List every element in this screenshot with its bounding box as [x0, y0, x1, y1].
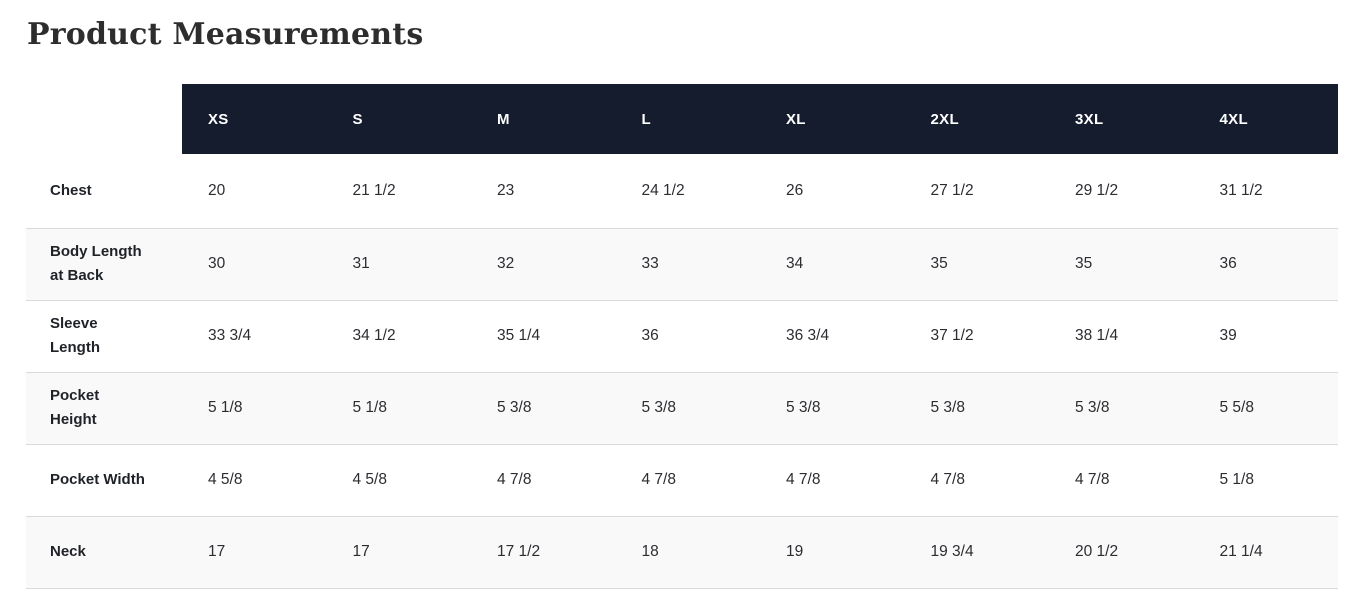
size-chart-body: Chest 20 21 1/2 23 24 1/2 26 27 1/2 29 1…: [26, 154, 1338, 588]
measurement-cell: 4 7/8: [1075, 471, 1110, 488]
measurement-cell: 36 3/4: [786, 327, 830, 344]
measurement-cell: 21 1/2: [352, 181, 396, 199]
measurement-cell: 19: [786, 543, 804, 560]
measurement-cell: 17: [352, 543, 370, 560]
measurement-cell: 5 1/8: [208, 399, 243, 416]
measurement-cell: 4 5/8: [208, 471, 243, 488]
size-chart-table: XS S M L XL 2XL 3XL 4XL Chest 20 21 1/2 …: [26, 84, 1338, 589]
measurement-cell: 4 7/8: [497, 471, 532, 488]
measurement-cell: 4 7/8: [641, 471, 676, 488]
measurement-cell: 31 1/2: [1219, 181, 1263, 199]
size-column-header-2xl: 2XL: [904, 84, 1049, 154]
measurement-cell: 5 3/8: [497, 399, 532, 416]
measurement-cell: 4 5/8: [352, 471, 387, 488]
measurement-cell: 33 3/4: [208, 327, 252, 344]
measurement-cell: 5 3/8: [786, 399, 821, 416]
measurement-cell: 34 1/2: [352, 327, 396, 344]
measurement-cell: 32: [497, 255, 515, 272]
size-column-header-xl: XL: [760, 84, 905, 154]
row-label: Pocket Height: [50, 387, 100, 428]
row-label: Sleeve Length: [50, 315, 100, 356]
size-header-row: XS S M L XL 2XL 3XL 4XL: [26, 84, 1338, 154]
measurement-cell: 5 3/8: [1075, 399, 1110, 416]
measurement-cell: 37 1/2: [930, 327, 974, 344]
row-label: Body Length at Back: [50, 243, 142, 284]
measurement-cell: 5 1/8: [352, 399, 387, 416]
table-row-neck: Neck 17 17 17 1/2 18 19 19 3/4 20 1/2 21…: [26, 516, 1338, 588]
measurement-cell: 23: [497, 181, 515, 199]
measurement-cell: 36: [641, 327, 659, 344]
measurement-cell: 21 1/4: [1219, 543, 1263, 560]
page-title: Product Measurements: [27, 17, 424, 52]
size-column-header-3xl: 3XL: [1049, 84, 1194, 154]
measurement-cell: 17: [208, 543, 226, 560]
measurement-cell: 35 1/4: [497, 327, 541, 344]
table-row-sleeve-length: Sleeve Length 33 3/4 34 1/2 35 1/4 36 36…: [26, 300, 1338, 372]
size-column-header-l: L: [615, 84, 760, 154]
corner-cell: [26, 84, 182, 154]
measurement-cell: 30: [208, 255, 226, 272]
measurement-cell: 34: [786, 255, 804, 272]
measurement-cell: 4 7/8: [786, 471, 821, 488]
table-row-chest: Chest 20 21 1/2 23 24 1/2 26 27 1/2 29 1…: [26, 154, 1338, 228]
measurement-cell: 5 3/8: [930, 399, 965, 416]
size-chart-header: XS S M L XL 2XL 3XL 4XL: [26, 84, 1338, 154]
table-row-pocket-width: Pocket Width 4 5/8 4 5/8 4 7/8 4 7/8 4 7…: [26, 444, 1338, 516]
table-row-pocket-height: Pocket Height 5 1/8 5 1/8 5 3/8 5 3/8 5 …: [26, 372, 1338, 444]
measurement-cell: 5 5/8: [1219, 399, 1254, 416]
measurement-cell: 4 7/8: [930, 471, 965, 488]
measurement-cell: 18: [641, 543, 659, 560]
size-column-header-xs: XS: [182, 84, 327, 154]
measurement-cell: 17 1/2: [497, 543, 541, 560]
size-column-header-4xl: 4XL: [1193, 84, 1338, 154]
measurement-cell: 36: [1219, 255, 1237, 272]
row-label: Pocket Width: [50, 471, 145, 488]
measurement-cell: 33: [641, 255, 659, 272]
measurement-cell: 26: [786, 181, 804, 199]
measurement-cell: 35: [1075, 255, 1093, 272]
measurement-cell: 5 3/8: [641, 399, 676, 416]
measurement-cell: 35: [930, 255, 948, 272]
size-column-header-s: S: [326, 84, 471, 154]
measurement-cell: 29 1/2: [1075, 181, 1119, 199]
measurement-cell: 27 1/2: [930, 181, 974, 199]
row-label: Chest: [50, 181, 92, 199]
measurement-cell: 38 1/4: [1075, 327, 1119, 344]
table-row-body-length: Body Length at Back 30 31 32 33 34 35 35…: [26, 228, 1338, 300]
measurement-cell: 39: [1219, 327, 1237, 344]
measurement-cell: 20: [208, 181, 226, 199]
size-column-header-m: M: [471, 84, 616, 154]
measurement-cell: 19 3/4: [930, 543, 974, 560]
measurement-cell: 5 1/8: [1219, 471, 1254, 488]
measurement-cell: 31: [352, 255, 370, 272]
row-label: Neck: [50, 543, 86, 560]
measurement-cell: 24 1/2: [641, 181, 685, 199]
measurement-cell: 20 1/2: [1075, 543, 1119, 560]
